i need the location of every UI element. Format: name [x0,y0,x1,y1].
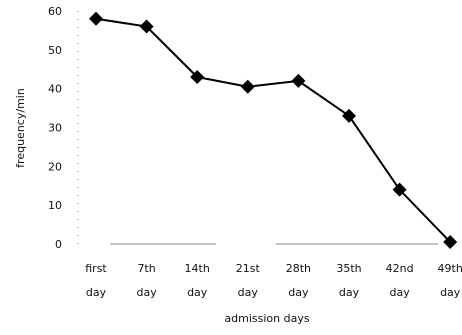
x-tick-label: 49th [438,262,462,275]
x-tick-label: 28th [286,262,311,275]
series-line [95,17,451,243]
x-tick-label: 42nd [386,262,414,275]
x-tick-label: first [85,262,107,275]
data-point [139,19,154,34]
x-tick-label: day [136,286,157,299]
x-tick-label: day [288,286,309,299]
x-tick-label: day [440,286,461,299]
x-tick-label: 35th [336,262,361,275]
x-axis-label: admission days [224,312,309,325]
y-tick-label: 10 [48,199,62,212]
x-tick-label: day [86,286,107,299]
y-tick-label: 30 [48,122,62,135]
data-point [190,70,205,85]
x-tick-label: day [339,286,360,299]
series-layer [89,11,458,250]
x-tick-label: 7th [137,262,155,275]
y-tick-label: 50 [48,44,62,57]
data-point [89,11,103,26]
x-tick-label: 14th [185,262,210,275]
y-tick-label: 40 [48,83,62,96]
x-tick-label: day [389,286,410,299]
y-tick-label: 0 [55,238,62,251]
y-axis-label: frequency/min [14,88,27,168]
data-point [291,73,306,88]
data-point [443,235,458,250]
data-point [392,182,407,197]
x-axis: first day 7th day 14th day 21st day 28th day 35th d… [85,243,462,299]
y-tick-label: 60 [48,5,62,18]
x-tick-label: day [238,286,259,299]
x-tick-label: day [187,286,208,299]
data-point [342,108,356,123]
data-point [240,79,255,94]
y-tick-label: 20 [48,160,62,173]
x-tick-label: 21st [236,262,261,275]
y-axis: 0 10 20 30 40 50 60 [48,5,79,251]
